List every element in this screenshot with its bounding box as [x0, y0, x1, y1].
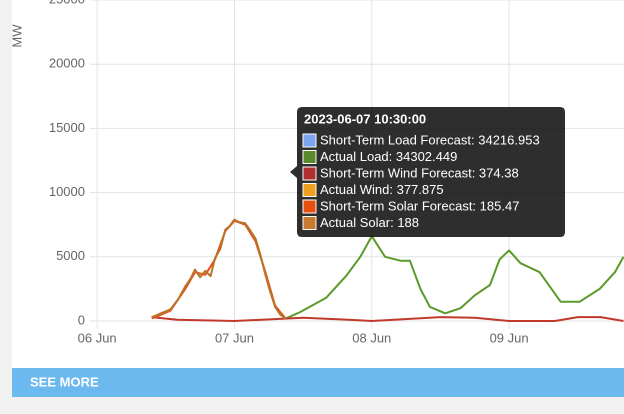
- see-more-button[interactable]: [12, 368, 624, 397]
- series-line: [285, 235, 624, 320]
- y-tick-label: 20000: [49, 56, 85, 71]
- x-tick-label: 07 Jun: [215, 330, 254, 345]
- series-line: [151, 316, 624, 322]
- y-tick-label: 0: [78, 312, 85, 327]
- tooltip-item: Actual Wind: 377.875: [320, 182, 444, 197]
- y-tick-label: 15000: [49, 120, 85, 135]
- x-tick-label: 06 Jun: [78, 330, 117, 345]
- tooltip-swatch: [302, 150, 317, 164]
- tooltip-item: Short-Term Solar Forecast: 185.47: [320, 198, 519, 213]
- x-tick-label: 09 Jun: [490, 330, 529, 345]
- tooltip-title: 2023-06-07 10:30:00: [304, 111, 426, 126]
- tooltip-swatch: [302, 166, 317, 181]
- tooltip-item: Actual Solar: 188: [320, 215, 419, 230]
- tooltip-item: Short-Term Load Forecast: 34216.953: [320, 132, 540, 147]
- tooltip: 2023-06-07 10:30:00 Short-Term Load Fore…: [290, 107, 565, 237]
- tooltip-swatch: [302, 133, 317, 148]
- tooltip-item: Actual Load: 34302.449: [320, 149, 457, 164]
- see-more-label[interactable]: SEE MORE: [30, 374, 99, 389]
- x-tick-label: 08 Jun: [352, 330, 391, 345]
- tooltip-swatch: [302, 183, 317, 197]
- y-tick-label: 10000: [49, 184, 85, 199]
- tooltip-swatch: [302, 199, 317, 214]
- tooltip-item: Short-Term Wind Forecast: 374.38: [320, 165, 519, 180]
- tooltip-swatch: [302, 216, 317, 230]
- y-tick-label: 5000: [56, 248, 85, 263]
- y-tick-label: 25000: [49, 0, 85, 6]
- series-line: [151, 218, 287, 320]
- tooltip-box: [290, 107, 565, 237]
- plot-area: 0 5000 10000 15000 20000 25000 06 Jun 07 Jun 08 …: [49, 0, 624, 345]
- y-axis-label: MW: [9, 24, 24, 48]
